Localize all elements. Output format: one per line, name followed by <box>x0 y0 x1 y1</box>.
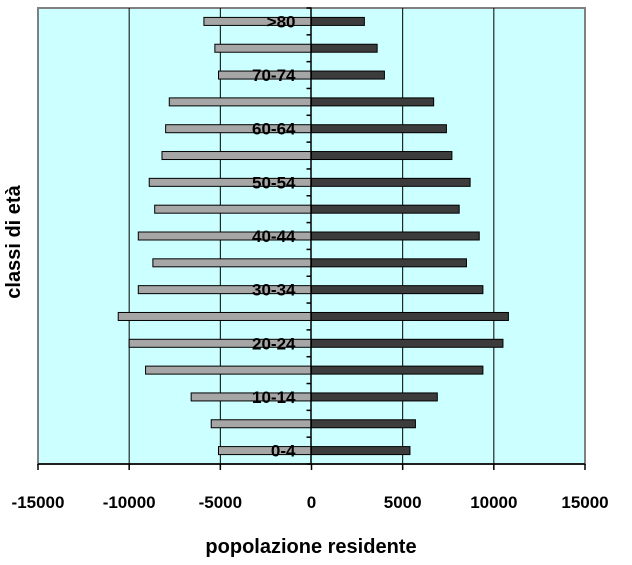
x-tick-label: 10000 <box>470 493 517 512</box>
category-labels: 0-4 10-14 20-24 30-34 40-44 50-54 60-64 70-74 >8… <box>252 7 312 465</box>
bar-right <box>311 151 453 161</box>
bar-left <box>117 311 312 321</box>
bar-right <box>311 16 365 26</box>
x-ticks: -15000 -10000 -5000 0 5000 10000 15000 <box>12 464 609 512</box>
bar-left <box>214 43 312 53</box>
bar-left <box>218 446 312 456</box>
bar-right <box>311 177 471 187</box>
x-tick-label: 0 <box>307 493 316 512</box>
y-axis-title: classi di età <box>3 184 25 298</box>
x-axis-title: popolazione residente <box>205 536 416 558</box>
bar-right <box>311 419 416 429</box>
bar-right <box>311 124 447 134</box>
x-tick-label: -5000 <box>199 493 242 512</box>
bar-right <box>311 392 438 402</box>
category-label: 50-54 <box>252 173 296 192</box>
category-label: 10-14 <box>252 388 296 407</box>
bar-right <box>311 43 378 53</box>
bar-right <box>311 97 435 107</box>
category-label: >80 <box>267 12 296 31</box>
bar-left <box>154 204 312 214</box>
category-label: 0-4 <box>271 442 296 461</box>
bar-right <box>311 446 411 456</box>
x-tick-label: 5000 <box>384 493 422 512</box>
bar-right <box>311 70 385 80</box>
category-label: 70-74 <box>252 66 296 85</box>
bar-left <box>152 258 312 268</box>
bar-left <box>210 419 312 429</box>
bar-right <box>311 285 484 295</box>
x-tick-label: -15000 <box>12 493 65 512</box>
bar-right <box>311 231 480 241</box>
x-tick-label: 15000 <box>561 493 608 512</box>
bar-right <box>311 311 509 321</box>
bar-right <box>311 258 467 268</box>
bar-left <box>161 151 312 161</box>
category-label: 40-44 <box>252 227 296 246</box>
bar-left <box>145 365 312 375</box>
bar-left <box>168 97 312 107</box>
bar-right <box>311 204 460 214</box>
bar-right <box>311 338 504 348</box>
x-tick-label: -10000 <box>103 493 156 512</box>
bar-right <box>311 365 484 375</box>
category-label: 20-24 <box>252 334 296 353</box>
category-label: 60-64 <box>252 120 296 139</box>
category-label: 30-34 <box>252 281 296 300</box>
